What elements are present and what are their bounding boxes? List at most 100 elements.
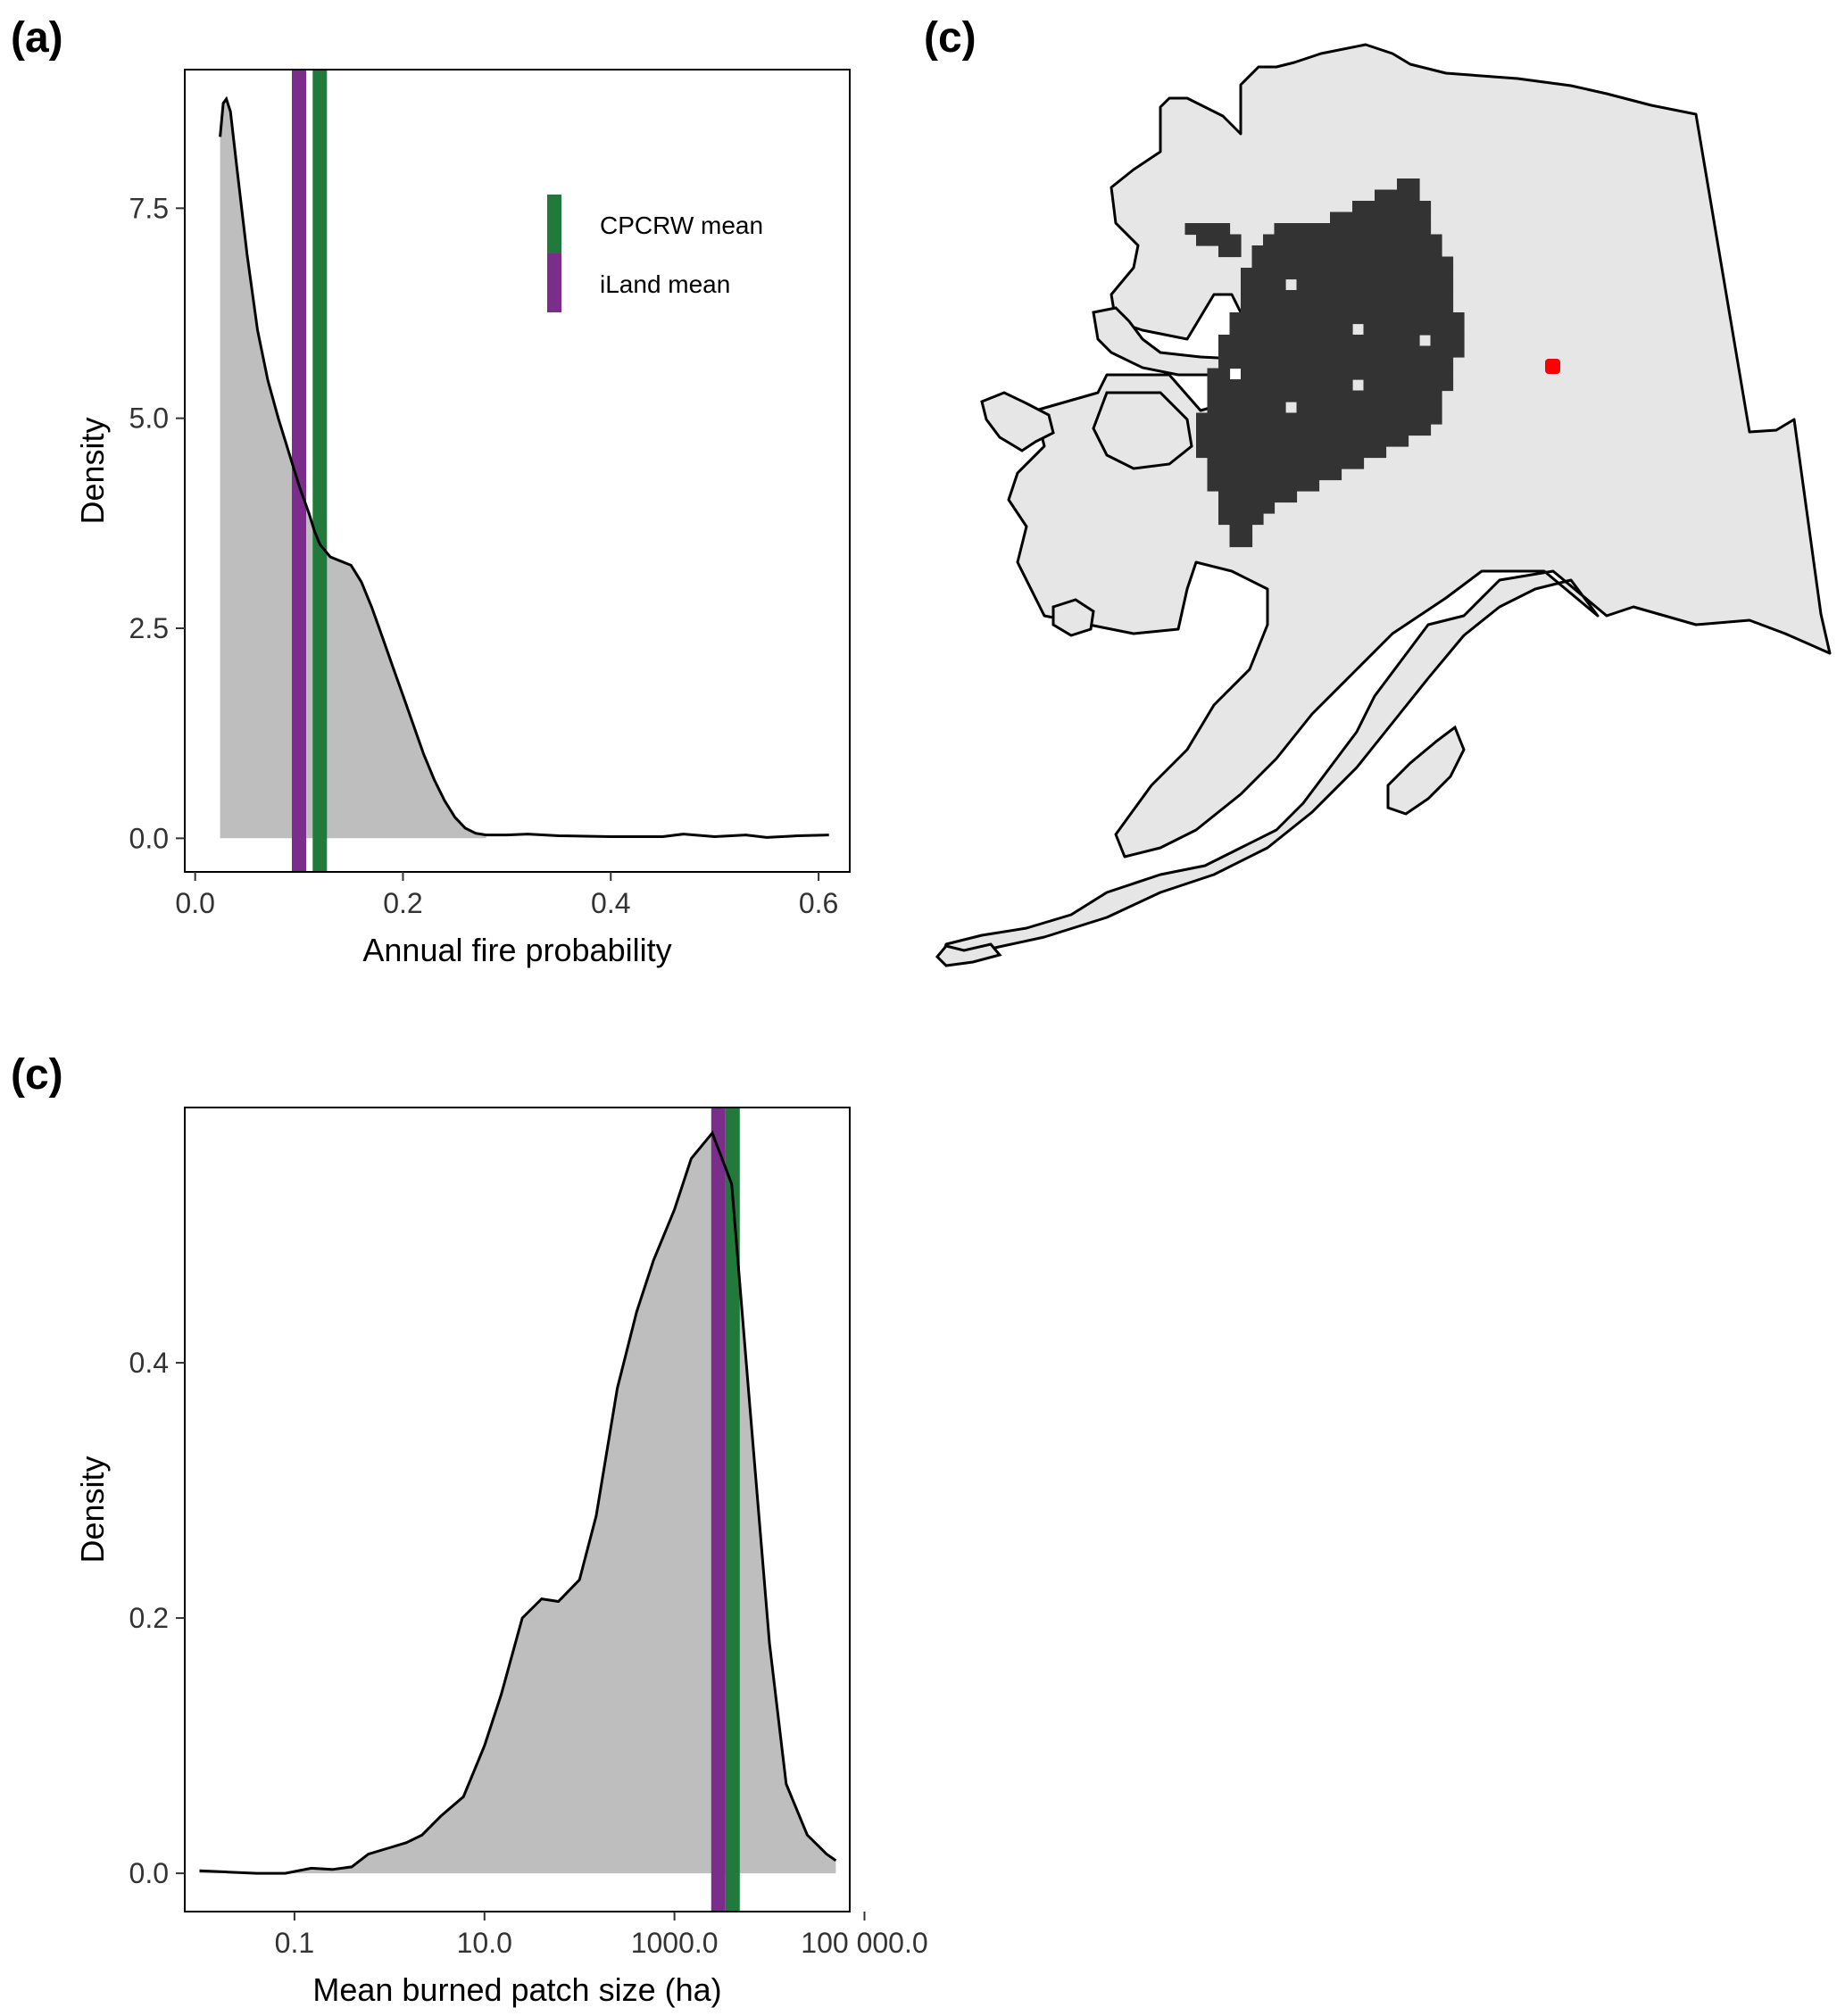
burned-cell [1385, 189, 1398, 202]
burned-cell [1375, 357, 1387, 369]
burned-cell [1274, 278, 1286, 291]
density-curve [199, 1130, 837, 1875]
burned-cell [1296, 379, 1309, 392]
burned-cell [1318, 312, 1331, 325]
burned-cell [1274, 323, 1286, 336]
burned-cell [1241, 402, 1253, 414]
burned-cell [1241, 435, 1253, 447]
burned-cell [1363, 402, 1375, 414]
burned-cell [1285, 412, 1298, 425]
burned-cell [1274, 446, 1286, 459]
burned-cell [1397, 390, 1409, 402]
burned-cell [1263, 245, 1276, 258]
burned-cell [1397, 379, 1409, 392]
iland-mean-line [711, 1108, 726, 1912]
burned-cell [1218, 245, 1231, 258]
burned-cell [1352, 256, 1365, 269]
burned-cell [1263, 457, 1276, 469]
kodiak-island [1386, 725, 1466, 816]
panel-label-map: (c) [924, 14, 977, 62]
burned-cell [1419, 223, 1432, 236]
burned-cell [1263, 312, 1276, 325]
burned-cell [1442, 335, 1454, 347]
burned-cell [1263, 335, 1276, 347]
burned-cell [1241, 524, 1253, 536]
burned-cell [1274, 457, 1286, 469]
burned-cell [1229, 345, 1242, 358]
burned-cell [1308, 402, 1320, 414]
burned-cell [1442, 301, 1454, 313]
burned-cell [1352, 223, 1365, 236]
burned-cell [1218, 469, 1231, 481]
burned-cell [1285, 424, 1298, 436]
burned-cell [1408, 335, 1420, 347]
burned-cell [1330, 256, 1342, 269]
burned-cell [1397, 402, 1409, 414]
burned-cell [1241, 368, 1253, 380]
burned-cell [1330, 379, 1342, 392]
burned-cell [1397, 290, 1409, 303]
burned-cell [1285, 301, 1298, 313]
y-axis-title: Density [74, 417, 111, 524]
burned-cell [1352, 301, 1365, 313]
burned-cell [1308, 379, 1320, 392]
burned-cell [1375, 323, 1387, 336]
burned-cell [1218, 457, 1231, 469]
burned-cell [1207, 368, 1219, 380]
burned-cell [1430, 323, 1442, 336]
burned-cell [1385, 390, 1398, 402]
burned-cell [1385, 335, 1398, 347]
burned-cell [1397, 424, 1409, 436]
burned-cell [1408, 268, 1420, 280]
burned-cell [1363, 424, 1375, 436]
fire-probability-density-plot: 0.0 0.2 0.4 0.6 0.0 2.5 5.0 7.5 Annual fire prob… [74, 69, 851, 968]
burned-cell [1375, 234, 1387, 246]
burned-cell [1285, 491, 1298, 503]
burned-cell [1296, 435, 1309, 447]
burned-cell [1296, 446, 1309, 459]
cpcrw-mean-line [312, 70, 328, 872]
burned-cell [1419, 424, 1432, 436]
burned-cell [1385, 290, 1398, 303]
x-tick-label: 100 000.0 [801, 1927, 927, 1959]
burned-cell [1442, 268, 1454, 280]
burned-cell [1207, 446, 1219, 459]
burned-cell [1274, 390, 1286, 402]
burned-cell [1285, 457, 1298, 469]
burned-cell [1341, 335, 1353, 347]
burned-cell [1430, 234, 1442, 246]
burned-cell [1318, 412, 1331, 425]
burned-cell [1241, 323, 1253, 336]
burned-cell [1352, 457, 1365, 469]
burned-cell [1341, 268, 1353, 280]
burned-cell [1229, 357, 1242, 369]
burned-cell [1296, 479, 1309, 492]
burned-cell [1296, 390, 1309, 402]
burned-cell [1229, 513, 1242, 526]
burned-cell [1308, 245, 1320, 258]
burned-cell [1363, 278, 1375, 291]
burned-cell [1341, 312, 1353, 325]
burned-cell [1241, 535, 1253, 548]
burned-cell [1196, 223, 1209, 236]
burned-cell [1397, 335, 1409, 347]
burned-cell [1452, 312, 1465, 325]
burned-cell [1452, 345, 1465, 358]
burned-cell [1375, 435, 1387, 447]
burned-cell [1430, 335, 1442, 347]
burned-cell [1363, 301, 1375, 313]
burned-cell [1229, 535, 1242, 548]
burned-cell [1263, 491, 1276, 503]
burned-cell [1375, 335, 1387, 347]
burned-cell [1385, 301, 1398, 313]
burned-cell [1251, 357, 1264, 369]
burned-cell [1442, 290, 1454, 303]
burned-cell [1285, 479, 1298, 492]
burned-cell [1308, 457, 1320, 469]
burned-cell [1385, 323, 1398, 336]
burned-cell [1397, 312, 1409, 325]
burned-cell [1285, 256, 1298, 269]
burned-cell [1263, 412, 1276, 425]
burned-cell [1318, 379, 1331, 392]
burned-cell [1251, 390, 1264, 402]
